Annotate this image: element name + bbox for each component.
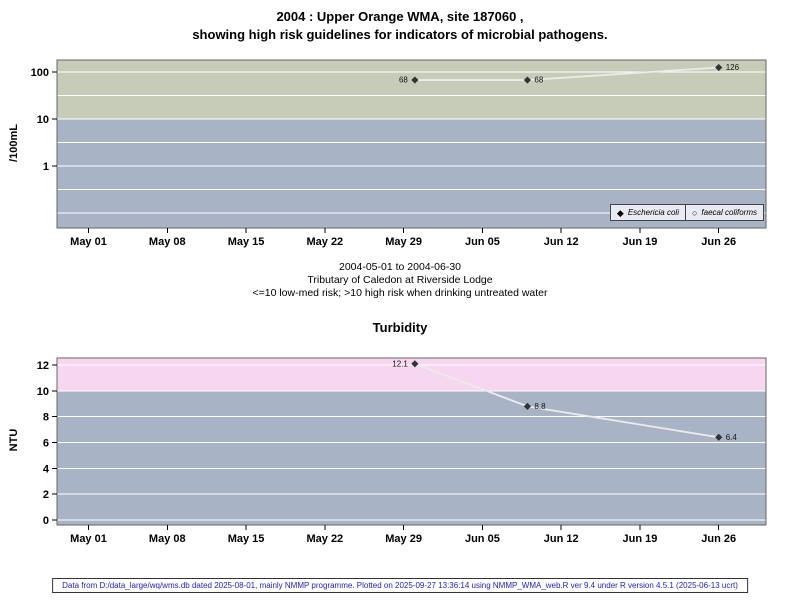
legend-label-ecoli: Eschericia coli [627, 208, 679, 217]
x-tick-label: May 29 [385, 533, 422, 545]
x-tick-label: Jun 26 [701, 533, 736, 545]
x-tick-label: May 08 [149, 533, 186, 545]
data-point-label: 8.8 [534, 402, 546, 411]
turbidity-chart: May 01 May 08 May 15 May 22 May 29 Jun 05 Jun … [37, 357, 767, 545]
y-tick-label: 2 [43, 489, 49, 501]
data-point-marker [523, 402, 532, 410]
y-tick-label: 12 [37, 360, 49, 372]
page-title: 2004 : Upper Orange WMA, site 187060 , s… [0, 8, 800, 44]
turbidity-chart-title: Turbidity [372, 320, 428, 335]
footer-provenance-text: Data from D:/data_large/wq/wms.db dated … [52, 578, 748, 593]
x-tick-label: May 15 [228, 533, 265, 545]
chart-subtitles: 2004-05-01 to 2004-06-30 Tributary of Ca… [0, 261, 800, 300]
x-tick-label: May 15 [228, 236, 265, 248]
data-point-marker [523, 76, 532, 84]
microbial-y-axis-label: /100mL [8, 124, 20, 162]
data-point-marker [715, 433, 723, 441]
data-point-marker [411, 360, 419, 368]
turbidity-y-axis-label: NTU [8, 428, 20, 452]
data-point-marker [411, 76, 419, 84]
legend: ◆ Eschericia coli ○ faecal coliforms [609, 204, 764, 221]
x-tick-label: Jun 12 [544, 533, 579, 545]
data-point-label: 126 [726, 63, 740, 72]
legend-item-ecoli: ◆ Eschericia coli [611, 205, 685, 220]
microbial-pathogens-chart: May 01 May 08 May 15 May 22 May 29 Jun 05 Jun … [31, 59, 767, 248]
x-tick-label: May 29 [385, 236, 422, 248]
y-tick-label: 1 [43, 161, 49, 173]
x-tick-label: May 22 [306, 533, 343, 545]
x-tick-label: May 22 [306, 236, 343, 248]
y-tick-label: 6 [43, 437, 49, 449]
legend-label-faecal-coliforms: faecal coliforms [701, 208, 757, 217]
x-tick-label: Jun 19 [623, 533, 658, 545]
y-tick-label: 10 [37, 386, 49, 398]
site-description-text: Tributary of Caledon at Riverside Lodge [307, 274, 493, 286]
data-point-label: 68 [534, 76, 543, 85]
y-tick-label: 100 [31, 67, 49, 79]
x-tick-label: May 08 [149, 236, 186, 248]
data-point-marker [715, 63, 723, 72]
x-tick-label: Jun 19 [623, 236, 658, 248]
y-tick-label: 4 [43, 463, 50, 475]
page-title-line2: showing high risk guidelines for indicat… [192, 27, 608, 42]
data-point-label: 12.1 [392, 359, 408, 368]
page-title-line1: 2004 : Upper Orange WMA, site 187060 , [276, 9, 524, 24]
date-range-text: 2004-05-01 to 2004-06-30 [338, 261, 461, 273]
low-turbidity-band [57, 390, 766, 525]
x-tick-label: May 01 [70, 236, 107, 248]
x-tick-label: Jun 05 [465, 533, 500, 545]
x-tick-label: Jun 26 [701, 236, 736, 248]
x-tick-label: Jun 05 [465, 236, 500, 248]
legend-item-faecal-coliforms: ○ faecal coliforms [684, 205, 763, 220]
plot-border [56, 357, 767, 526]
y-tick-label: 10 [37, 114, 49, 126]
high-risk-band [57, 60, 766, 120]
data-point-label: 68 [399, 76, 408, 85]
risk-guideline-text: <=10 low-med risk; >10 high risk when dr… [252, 287, 548, 299]
filled-diamond-icon: ◆ [616, 207, 624, 218]
x-tick-label: Jun 12 [544, 236, 579, 248]
y-tick-label: 0 [43, 515, 49, 527]
y-tick-label: 8 [43, 412, 49, 424]
open-circle-icon: ○ [691, 207, 698, 218]
plot-border [56, 59, 767, 229]
x-tick-label: May 01 [70, 533, 107, 545]
data-point-label: 6.4 [726, 433, 738, 442]
high-turbidity-band [57, 358, 766, 391]
